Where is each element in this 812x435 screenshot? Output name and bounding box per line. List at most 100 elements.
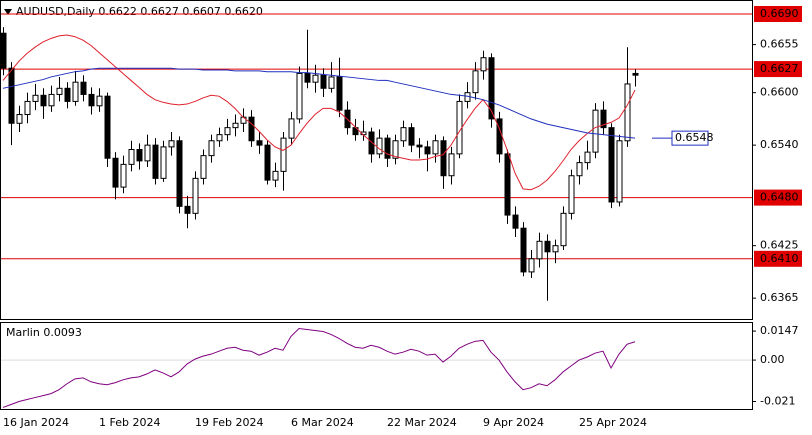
candle-body [528, 258, 535, 273]
level-label-box [754, 250, 802, 267]
level-label-box [754, 189, 802, 206]
candle-body [24, 100, 31, 116]
candle-body [128, 149, 135, 165]
candle-body [512, 214, 519, 229]
candle-body [80, 81, 87, 95]
y-tick-label: 0.0147 [760, 324, 799, 337]
x-tick-label: 25 Apr 2024 [579, 416, 647, 429]
candle-body [56, 87, 63, 95]
candle-body [552, 245, 559, 253]
y-tick-label: 0.6600 [760, 86, 799, 99]
level-label-box [754, 61, 802, 78]
candle-body [216, 134, 223, 142]
candle-body [64, 87, 71, 102]
candle-body [280, 137, 287, 172]
x-tick-label: 19 Feb 2024 [195, 416, 263, 429]
indicator-label: Marlin 0.0093 [6, 326, 82, 339]
candle-body [208, 140, 215, 157]
candle-body [288, 118, 295, 139]
candle-body [136, 149, 143, 162]
candle-body [176, 140, 183, 207]
candle-body [96, 95, 103, 107]
indicator-line [2, 327, 636, 408]
candle-body [224, 127, 231, 136]
chart-title: AUDUSD,Daily 0.6622 0.6627 0.6607 0.6620 [16, 5, 263, 18]
y-tick-label: 0.6365 [760, 291, 799, 304]
candle-body [616, 140, 623, 203]
level-label: 0.6627 [760, 62, 799, 75]
level-label: 0.6690 [760, 7, 799, 20]
y-tick-label: -0.021 [760, 395, 795, 408]
candle-body [248, 116, 255, 142]
candle-body [632, 72, 639, 76]
moving-average [2, 34, 636, 191]
candle-body [488, 57, 495, 120]
ma-label-box [671, 130, 709, 146]
candle-body [560, 212, 567, 247]
candle-body [336, 76, 343, 111]
x-tick-label: 16 Jan 2024 [3, 416, 69, 429]
candle-body [416, 144, 423, 148]
candle-body [368, 131, 375, 155]
candle-body [320, 74, 327, 89]
candle-body [568, 175, 575, 214]
candle-body [504, 153, 511, 216]
candle-body [624, 83, 631, 142]
candle-body [32, 94, 39, 102]
candle-body [440, 140, 447, 177]
title-icon [4, 9, 12, 15]
indicator-value: 0.0093 [43, 326, 82, 339]
candle-body [432, 140, 439, 155]
candle-body [328, 76, 335, 89]
candle-body [264, 144, 271, 181]
ma-label: 0.6548 [675, 131, 714, 144]
y-tick-label: 0.6540 [760, 138, 799, 151]
moving-average [2, 67, 636, 139]
candle-body [608, 127, 615, 203]
candle-body [400, 127, 407, 142]
candle-body [584, 151, 591, 164]
candle-body [192, 177, 199, 214]
candle-body [112, 157, 119, 188]
x-tick-label: 22 Mar 2024 [387, 416, 457, 429]
indicator-panel [0, 322, 753, 410]
level-label-box [754, 5, 802, 22]
candle-body [424, 146, 431, 155]
candle-body [312, 74, 319, 83]
candle-body [120, 163, 127, 188]
candle-body [384, 137, 391, 159]
candle-body [448, 153, 455, 177]
candle-body [144, 144, 151, 162]
candle-body [536, 240, 543, 260]
candle-body [104, 95, 111, 159]
level-label: 0.6410 [760, 252, 799, 265]
candle-body [456, 100, 463, 155]
candle-body [272, 170, 279, 181]
indicator-name: Marlin [6, 326, 40, 339]
candle-body [592, 109, 599, 153]
candle-body [16, 114, 23, 124]
candle-body [576, 162, 583, 177]
candle-body [296, 72, 303, 120]
candle-body [200, 155, 207, 179]
candle-body [48, 93, 55, 107]
x-tick-label: 1 Feb 2024 [99, 416, 160, 429]
candle-body [304, 72, 311, 83]
x-tick-label: 6 Mar 2024 [291, 416, 354, 429]
candle-body [232, 122, 239, 129]
candle-body [184, 205, 191, 214]
candle-body [544, 240, 551, 253]
candle-body [600, 109, 607, 129]
candle-body [392, 140, 399, 159]
candle-body [480, 57, 487, 72]
candle-body [376, 137, 383, 155]
candle-body [256, 140, 263, 146]
candle-body [8, 67, 15, 124]
candle-body [520, 227, 527, 273]
candle-body [160, 146, 167, 179]
candle-body [408, 127, 415, 146]
candle-body [168, 140, 175, 148]
candle-body [0, 32, 7, 69]
candle-body [72, 81, 79, 102]
